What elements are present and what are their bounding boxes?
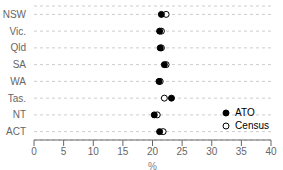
svg-text:Tas.: Tas. [8,93,26,104]
svg-text:Qld: Qld [10,42,26,53]
svg-text:10: 10 [88,146,100,157]
svg-text:%: % [148,161,157,170]
html-text:ATO: ATO [235,107,255,118]
svg-text:0: 0 [31,146,37,157]
svg-text:35: 35 [236,146,248,157]
svg-text:30: 30 [206,146,218,157]
svg-text:20: 20 [147,146,159,157]
svg-text:15: 15 [117,146,129,157]
svg-text:5: 5 [61,146,67,157]
svg-text:NSW: NSW [8,9,27,20]
svg-text:NT: NT [13,109,26,120]
svg-text:WA: WA [10,76,26,87]
svg-text:25: 25 [177,146,189,157]
html-text:Census: Census [235,120,269,131]
svg-text:SA: SA [13,59,27,70]
svg-text:Vic.: Vic. [10,26,27,37]
svg-text:40: 40 [265,146,275,157]
svg-text:ACT: ACT [8,126,26,137]
